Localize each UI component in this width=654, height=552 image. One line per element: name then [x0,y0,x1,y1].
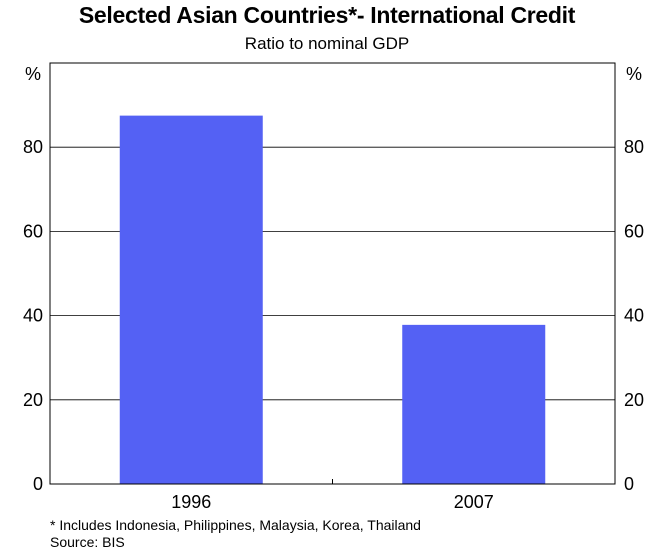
y-tick-label-right: 60 [624,221,644,241]
y-tick-label-right: 40 [624,306,644,326]
footnote-includes: * Includes Indonesia, Philippines, Malay… [50,517,421,533]
y-unit-right: % [626,64,642,84]
chart-subtitle: Ratio to nominal GDP [244,34,410,53]
bar-1996 [119,115,263,484]
y-unit-left: % [25,64,41,84]
y-tick-label-right: 0 [624,474,634,494]
y-tick-label-right: 20 [624,390,644,410]
x-tick-label: 1996 [171,492,211,512]
bars [119,115,546,484]
footnote-source: Source: BIS [50,534,125,550]
chart-title: Selected Asian Countries*- International… [78,2,576,28]
axis-labels: 0 0 20 20 40 40 60 60 80 80 1996 2007 [23,137,644,512]
y-tick-label-left: 0 [33,474,43,494]
x-tick-label: 2007 [454,492,494,512]
y-tick-label-left: 40 [23,306,43,326]
y-tick-label-left: 80 [23,137,43,157]
y-tick-label-left: 60 [23,221,43,241]
bar-2007 [402,324,546,484]
y-tick-label-left: 20 [23,390,43,410]
y-tick-label-right: 80 [624,137,644,157]
